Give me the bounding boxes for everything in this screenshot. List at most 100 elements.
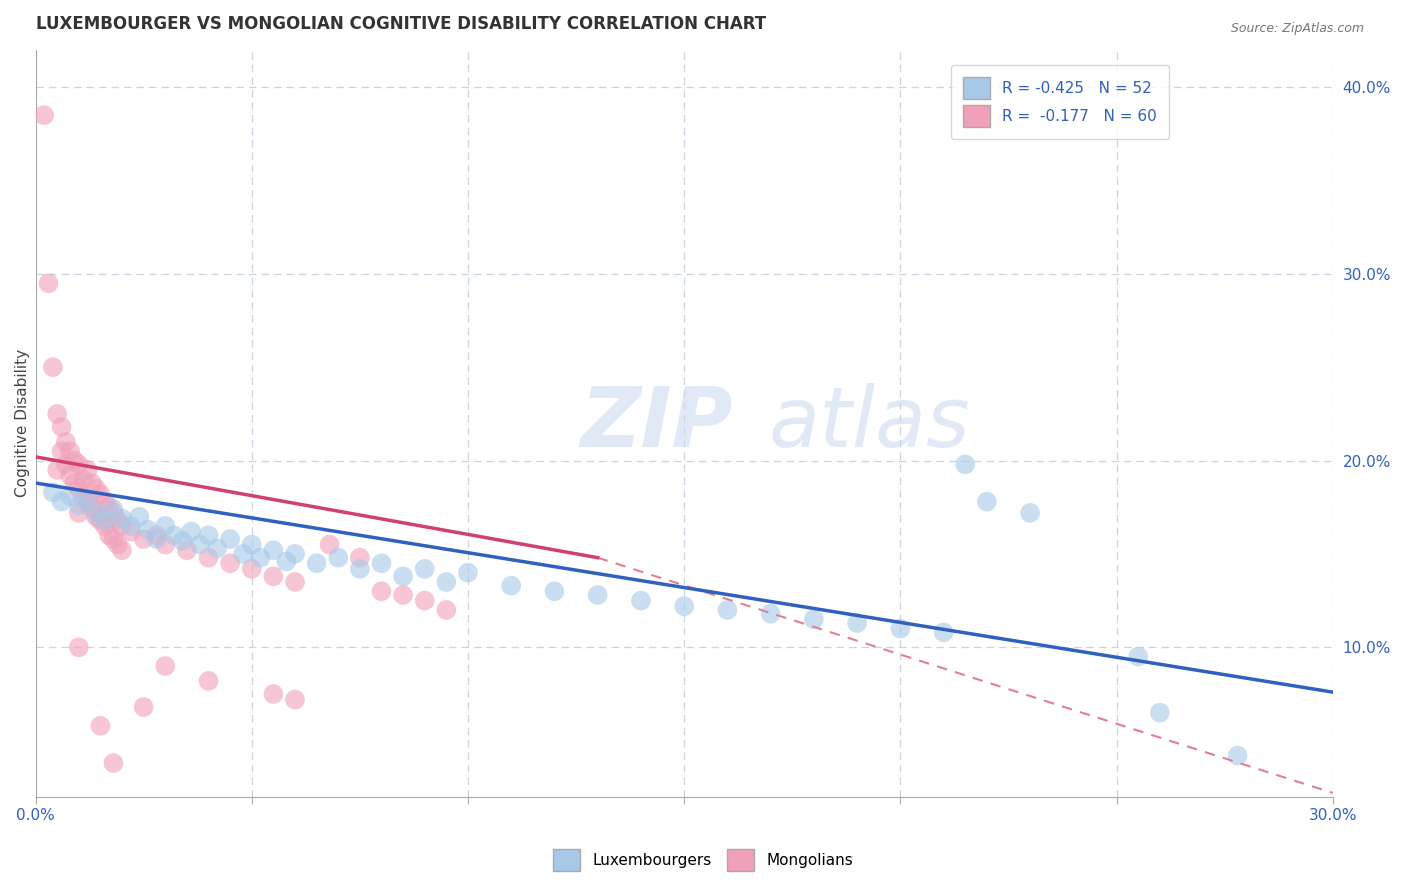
Point	[132, 700, 155, 714]
Point	[93, 494, 115, 508]
Point	[155, 519, 177, 533]
Point	[67, 640, 90, 655]
Point	[72, 472, 94, 486]
Point	[1226, 748, 1249, 763]
Point	[76, 492, 98, 507]
Point	[284, 547, 307, 561]
Point	[67, 506, 90, 520]
Point	[55, 458, 77, 472]
Point	[889, 622, 911, 636]
Point	[76, 494, 98, 508]
Point	[93, 513, 115, 527]
Point	[932, 625, 955, 640]
Point	[128, 509, 150, 524]
Point	[84, 482, 107, 496]
Point	[120, 524, 142, 539]
Point	[305, 556, 328, 570]
Point	[197, 528, 219, 542]
Point	[59, 444, 82, 458]
Point	[46, 463, 69, 477]
Point	[673, 599, 696, 614]
Point	[155, 538, 177, 552]
Point	[107, 513, 129, 527]
Point	[955, 458, 977, 472]
Point	[759, 607, 782, 621]
Point	[172, 533, 194, 548]
Point	[262, 687, 284, 701]
Point	[188, 538, 211, 552]
Point	[501, 579, 523, 593]
Point	[72, 491, 94, 505]
Point	[284, 574, 307, 589]
Point	[98, 528, 121, 542]
Y-axis label: Cognitive Disability: Cognitive Disability	[15, 349, 30, 498]
Point	[846, 615, 869, 630]
Text: Source: ZipAtlas.com: Source: ZipAtlas.com	[1230, 22, 1364, 36]
Point	[180, 524, 202, 539]
Point	[145, 532, 167, 546]
Point	[80, 500, 103, 515]
Point	[1149, 706, 1171, 720]
Point	[107, 538, 129, 552]
Point	[434, 603, 457, 617]
Point	[89, 513, 111, 527]
Point	[103, 532, 125, 546]
Text: LUXEMBOURGER VS MONGOLIAN COGNITIVE DISABILITY CORRELATION CHART: LUXEMBOURGER VS MONGOLIAN COGNITIVE DISA…	[35, 15, 766, 33]
Point	[67, 458, 90, 472]
Point	[586, 588, 609, 602]
Point	[67, 499, 90, 513]
Point	[63, 453, 86, 467]
Point	[457, 566, 479, 580]
Point	[197, 550, 219, 565]
Point	[349, 562, 371, 576]
Point	[51, 494, 73, 508]
Point	[1019, 506, 1042, 520]
Point	[543, 584, 565, 599]
Point	[240, 538, 263, 552]
Point	[976, 494, 998, 508]
Point	[80, 475, 103, 490]
Point	[42, 360, 65, 375]
Point	[413, 562, 436, 576]
Point	[163, 528, 186, 542]
Point	[370, 584, 392, 599]
Point	[51, 444, 73, 458]
Point	[328, 550, 350, 565]
Point	[249, 550, 271, 565]
Point	[413, 593, 436, 607]
Point	[55, 434, 77, 449]
Point	[76, 463, 98, 477]
Point	[370, 556, 392, 570]
Point	[89, 719, 111, 733]
Point	[392, 588, 415, 602]
Point	[262, 569, 284, 583]
Point	[349, 550, 371, 565]
Point	[318, 538, 340, 552]
Point	[63, 475, 86, 490]
Point	[84, 509, 107, 524]
Point	[32, 108, 55, 122]
Point	[276, 554, 298, 568]
Point	[93, 519, 115, 533]
Point	[145, 528, 167, 542]
Point	[284, 692, 307, 706]
Point	[240, 562, 263, 576]
Point	[59, 468, 82, 483]
Point	[46, 407, 69, 421]
Legend: R = -0.425   N = 52, R =  -0.177   N = 60: R = -0.425 N = 52, R = -0.177 N = 60	[950, 65, 1170, 139]
Point	[67, 482, 90, 496]
Text: ZIP: ZIP	[581, 383, 733, 464]
Point	[59, 489, 82, 503]
Point	[392, 569, 415, 583]
Point	[232, 547, 254, 561]
Point	[1128, 649, 1150, 664]
Point	[111, 511, 134, 525]
Point	[136, 523, 159, 537]
Point	[111, 519, 134, 533]
Point	[51, 420, 73, 434]
Point	[103, 502, 125, 516]
Point	[434, 574, 457, 589]
Point	[219, 556, 242, 570]
Point	[89, 487, 111, 501]
Point	[176, 543, 198, 558]
